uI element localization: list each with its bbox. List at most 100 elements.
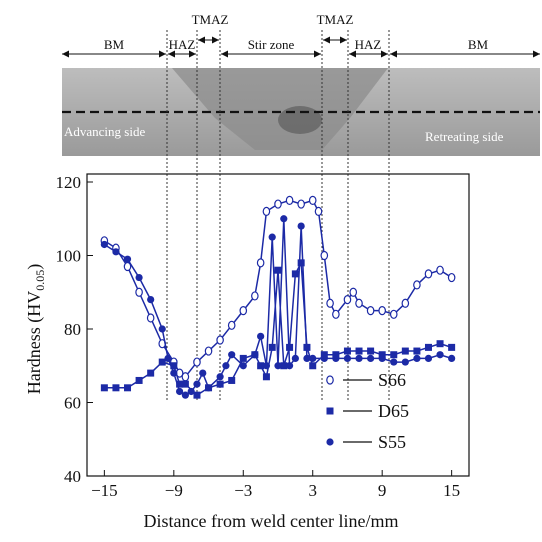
marker <box>170 369 178 377</box>
marker <box>193 357 201 367</box>
advancing-label: Advancing side <box>64 124 145 139</box>
marker <box>228 351 236 359</box>
y-axis-label-part: ) <box>24 264 45 270</box>
marker <box>436 351 444 359</box>
marker <box>187 387 195 396</box>
marker <box>303 354 311 362</box>
zone-label: BM <box>468 37 489 52</box>
x-axis-label: Distance from weld center line/mm <box>144 511 399 531</box>
marker <box>181 380 189 388</box>
marker <box>100 384 108 392</box>
marker <box>309 354 317 362</box>
marker <box>390 358 398 366</box>
retreating-label: Retreating side <box>425 129 504 144</box>
marker <box>401 298 410 308</box>
marker <box>222 362 230 370</box>
legend-label: S55 <box>378 432 406 452</box>
weld-photo: Advancing side Retreating side <box>62 68 540 156</box>
marker <box>268 343 276 351</box>
marker <box>112 248 120 256</box>
marker <box>280 362 288 370</box>
marker <box>326 438 334 446</box>
marker <box>332 309 340 319</box>
marker <box>193 380 201 388</box>
marker <box>239 306 248 316</box>
marker <box>239 362 247 370</box>
marker <box>378 306 386 316</box>
marker <box>326 298 334 308</box>
marker <box>389 309 398 319</box>
y-tick-label: 60 <box>64 394 81 413</box>
marker <box>436 265 444 275</box>
marker <box>112 384 120 392</box>
marker <box>228 376 236 384</box>
marker <box>413 280 421 290</box>
zone-label: BM <box>104 37 125 52</box>
marker <box>158 325 166 333</box>
zone-label: TMAZ <box>317 12 354 27</box>
legend-entry: S66 <box>326 370 406 390</box>
marker <box>424 354 433 362</box>
marker <box>326 407 334 415</box>
marker <box>401 358 409 366</box>
marker <box>390 351 398 359</box>
marker <box>262 362 271 370</box>
marker <box>308 195 317 205</box>
marker <box>257 332 265 340</box>
marker <box>367 347 375 355</box>
y-tick-label: 120 <box>56 173 82 192</box>
x-tick-label: −15 <box>91 481 118 500</box>
legend-label: S66 <box>378 370 406 390</box>
marker <box>448 354 456 362</box>
marker <box>262 206 271 216</box>
marker <box>424 269 433 279</box>
marker <box>349 287 358 297</box>
marker <box>100 240 108 249</box>
x-tick-label: −3 <box>234 481 252 500</box>
y-axis-label-sub: 0.05 <box>33 270 47 291</box>
marker <box>216 335 224 345</box>
marker <box>274 362 282 370</box>
marker <box>436 340 444 348</box>
marker <box>280 215 288 223</box>
marker <box>146 313 155 323</box>
marker <box>147 296 155 304</box>
marker <box>314 206 323 216</box>
marker <box>297 259 305 267</box>
marker <box>274 266 282 274</box>
marker <box>274 199 282 209</box>
marker <box>285 362 294 370</box>
marker <box>251 351 259 359</box>
marker <box>204 346 213 356</box>
marker <box>355 354 363 362</box>
marker <box>170 362 178 370</box>
marker <box>256 258 265 268</box>
marker <box>448 343 456 351</box>
legend-label: D65 <box>378 401 409 421</box>
marker <box>366 306 375 316</box>
marker <box>285 195 294 205</box>
marker <box>378 351 386 359</box>
y-tick-label: 40 <box>64 467 81 486</box>
x-tick-label: 9 <box>378 481 387 500</box>
marker <box>158 358 166 366</box>
zone-labels: BM HAZ TMAZ Stir zone TMAZ HAZ BM <box>104 12 489 52</box>
marker <box>297 199 305 209</box>
marker <box>332 354 340 362</box>
zone-label: TMAZ <box>192 12 229 27</box>
marker <box>343 354 352 362</box>
marker <box>413 354 421 362</box>
marker <box>320 351 328 359</box>
marker <box>193 391 201 399</box>
marker <box>239 354 247 362</box>
marker <box>355 298 363 308</box>
x-tick-label: −9 <box>165 481 183 500</box>
marker <box>123 255 132 263</box>
marker <box>297 222 305 230</box>
marker <box>367 354 375 362</box>
legend-entry: S55 <box>326 432 406 452</box>
marker <box>181 391 189 399</box>
marker <box>204 384 213 392</box>
marker <box>268 233 276 241</box>
